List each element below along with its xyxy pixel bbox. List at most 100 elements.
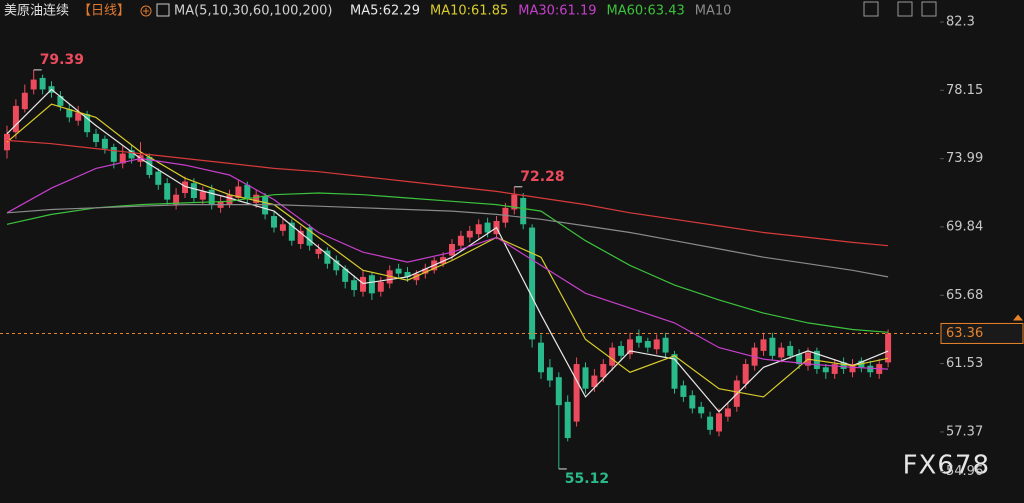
ma-line [6,88,889,413]
candle-body [822,367,829,373]
last-price-label: 63.36 [946,326,983,341]
candle-body [520,197,527,225]
candle-body [110,147,117,162]
candle-body [760,339,767,351]
y-tick-label: 78.15 [946,83,983,98]
candle-body [698,406,705,414]
ma-line [6,204,889,278]
candle-body [564,401,571,439]
candle-body [627,339,633,355]
candle-body [226,194,233,205]
icon-box[interactable] [863,1,879,17]
watermark: FX678 [903,451,990,481]
candle-body [511,194,518,210]
candle-body [39,77,46,90]
candle-body [57,96,64,106]
candle-body [360,276,366,292]
candle-body [840,362,847,369]
candle-body [208,189,215,205]
candle-body [609,347,616,366]
candle-body [582,367,589,389]
candle-body [386,270,393,284]
candle-body [342,268,349,282]
candle-body [235,186,242,198]
candle-body [146,156,153,175]
candle-body [190,183,197,198]
legend-entry: MA10:61.85 [430,4,508,19]
annotation: 55.12 [565,471,609,487]
candle-body [849,364,856,373]
candle-body [724,408,731,417]
icon-box[interactable] [921,1,937,17]
annotation: 72.28 [520,169,564,185]
last-price-box [940,322,1024,344]
candle-body [30,79,37,90]
candle-body [271,216,277,228]
legend-entry: MA60:63.43 [606,4,684,19]
instrument-title: 美原油连续 [4,3,69,19]
window-icons [863,1,937,17]
candle-body [315,248,322,254]
candle-body [591,375,598,388]
period-label[interactable]: 【日线】 [78,4,130,19]
candle-body [262,196,269,215]
candle-body [618,345,625,356]
candle-body [324,250,331,264]
candle-body [635,336,642,343]
candle-body [796,354,803,365]
candle-body [707,416,714,430]
candle-body [253,194,260,203]
ma-line [6,192,889,333]
legend-entry: MA30:61.19 [518,4,596,19]
candle-body [155,171,162,185]
candle-body [716,413,722,432]
candle-body [21,92,28,110]
candle-body [600,364,607,378]
candle-body [404,271,411,277]
candle-body [662,337,669,353]
candle-body [173,194,180,205]
y-tick-label: 57.37 [946,424,983,439]
legend-entry: MA5:62.29 [350,4,420,19]
y-tick-label: 82.3 [946,15,975,30]
candle-body [306,227,313,246]
candle-body [689,395,696,409]
candle-body [742,364,749,384]
candle-body [555,377,562,406]
y-tick-label: 61.53 [946,356,983,371]
candle-body [199,191,206,200]
y-tick-label: 65.68 [946,288,983,303]
candle-body [288,222,295,241]
candle-body [538,342,544,373]
add-icon[interactable] [140,5,152,17]
candle-body [84,114,91,133]
candle-body [119,153,126,164]
candle-body [831,364,838,374]
candle-body [457,235,464,246]
candle-body [484,222,491,233]
candle-body [671,354,678,389]
candle-body [93,133,99,143]
last-price-arrow [1013,314,1023,321]
y-tick-label: 73.99 [946,151,983,166]
candle-body [449,244,455,256]
indicator-icon[interactable] [156,3,170,17]
candle-body [244,184,251,198]
icon-box[interactable] [897,1,913,17]
candle-body [440,257,447,264]
legend-entry: MA10 [695,4,732,19]
candle-body [769,337,776,356]
candle-body [333,260,340,271]
candle-body [680,385,687,397]
candle-body [164,183,171,200]
candle-body [466,230,473,238]
candle-body [573,364,580,422]
candle-body [885,333,892,363]
y-tick-label: 69.84 [946,219,983,234]
candle-body [297,230,304,245]
ma-line [6,139,889,247]
candle-body [66,109,73,118]
